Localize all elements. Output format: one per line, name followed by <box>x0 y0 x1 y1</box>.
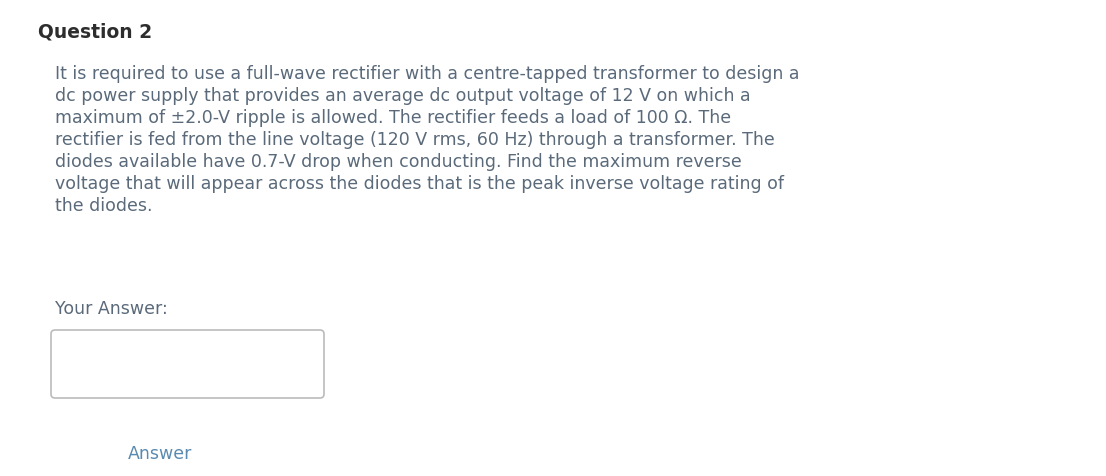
Text: maximum of ±2.0-V ripple is allowed. The rectifier feeds a load of 100 Ω. The: maximum of ±2.0-V ripple is allowed. The… <box>55 109 731 127</box>
Text: Your Answer:: Your Answer: <box>55 299 168 317</box>
Text: It is required to use a full-wave rectifier with a centre-tapped transformer to : It is required to use a full-wave rectif… <box>55 65 800 83</box>
Text: Answer: Answer <box>128 444 192 462</box>
FancyBboxPatch shape <box>51 330 324 398</box>
Text: diodes available have 0.7-V drop when conducting. Find the maximum reverse: diodes available have 0.7-V drop when co… <box>55 153 742 170</box>
Text: the diodes.: the diodes. <box>55 197 153 215</box>
Text: Question 2: Question 2 <box>38 22 153 41</box>
Text: rectifier is fed from the line voltage (120 V rms, 60 Hz) through a transformer.: rectifier is fed from the line voltage (… <box>55 131 774 149</box>
Text: dc power supply that provides an average dc output voltage of 12 V on which a: dc power supply that provides an average… <box>55 87 751 105</box>
Text: voltage that will appear across the diodes that is the peak inverse voltage rati: voltage that will appear across the diod… <box>55 175 784 193</box>
